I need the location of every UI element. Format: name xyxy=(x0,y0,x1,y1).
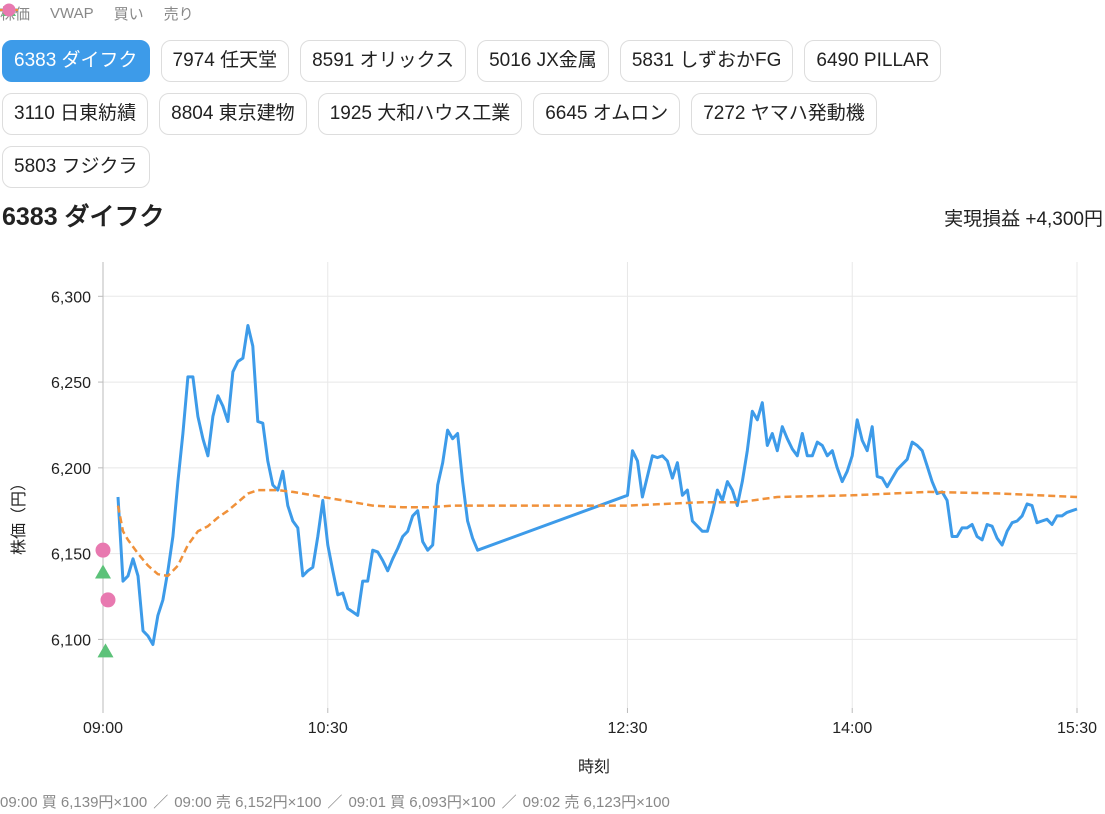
stock-tab[interactable]: 6383 ダイフク xyxy=(2,40,150,82)
x-tick-label: 10:30 xyxy=(308,720,348,737)
y-tick-label: 6,300 xyxy=(51,289,91,306)
trade-separator: ／ xyxy=(153,794,169,811)
legend-item: VWAP xyxy=(0,3,94,24)
vwap-line xyxy=(116,488,1078,578)
stock-tab[interactable]: 5831 しずおかFG xyxy=(619,40,794,82)
x-tick-label: 09:00 xyxy=(83,720,123,737)
realized-pnl: 実現損益 +4,300円 xyxy=(944,209,1103,230)
y-tick-label: 6,200 xyxy=(51,461,91,478)
chart-title: 6383 ダイフク xyxy=(2,203,165,231)
y-tick-label: 6,150 xyxy=(51,547,91,564)
stock-tab[interactable]: 7974 任天堂 xyxy=(160,40,290,82)
sell-marker xyxy=(95,542,111,558)
legend-item: 買い xyxy=(2,3,144,24)
stock-tab[interactable]: 8804 東京建物 xyxy=(159,93,307,135)
stock-tab[interactable]: 5016 JX金属 xyxy=(477,40,609,82)
x-tick-label: 15:30 xyxy=(1057,720,1097,737)
x-tick-label: 12:30 xyxy=(607,720,647,737)
x-tick-label: 14:00 xyxy=(832,720,872,737)
stock-tab[interactable]: 6645 オムロン xyxy=(533,93,681,135)
buy-marker xyxy=(95,564,111,579)
trade-entry: 09:01 買 6,093円×100 xyxy=(348,794,496,811)
trade-separator: ／ xyxy=(501,794,517,811)
price-line xyxy=(116,324,1078,646)
legend-label: 売り xyxy=(163,6,194,23)
trade-entry: 09:02 売 6,123円×100 xyxy=(522,794,670,811)
stock-tab[interactable]: 8591 オリックス xyxy=(300,40,467,82)
stock-tab[interactable]: 6490 PILLAR xyxy=(804,40,942,82)
stock-tab[interactable]: 3110 日東紡績 xyxy=(2,93,149,135)
buy-marker xyxy=(97,643,114,658)
trade-entry: 09:00 買 6,139円×100 xyxy=(0,794,148,811)
y-axis-label: 株価（円） xyxy=(10,475,28,555)
stock-tab[interactable]: 1925 大和ハウス工業 xyxy=(317,93,523,135)
stock-tab[interactable]: 7272 ヤマハ発動機 xyxy=(691,93,877,135)
legend-swatch xyxy=(2,3,16,17)
stock-tab[interactable]: 5803 フジクラ xyxy=(2,146,150,188)
legend-label: VWAP xyxy=(50,5,94,22)
legend-item: 売り xyxy=(2,3,194,24)
legend: 株価VWAP買い売り xyxy=(0,3,194,24)
trade-log: 09:00 買 6,139円×100 ／ 09:00 売 6,152円×100 ／ 09… xyxy=(0,791,670,812)
trade-separator: ／ xyxy=(327,794,343,811)
legend-icon xyxy=(2,3,16,17)
y-tick-label: 6,100 xyxy=(51,632,91,649)
y-tick-label: 6,250 xyxy=(51,375,91,392)
x-axis-label: 時刻 xyxy=(578,758,610,776)
legend-label: 買い xyxy=(113,6,144,23)
stock-tabs: 6383 ダイフク 7974 任天堂 8591 オリックス 5016 JX金属 5831… xyxy=(2,40,1012,188)
trade-entry: 09:00 売 6,152円×100 xyxy=(174,794,322,811)
sell-marker xyxy=(100,592,116,608)
